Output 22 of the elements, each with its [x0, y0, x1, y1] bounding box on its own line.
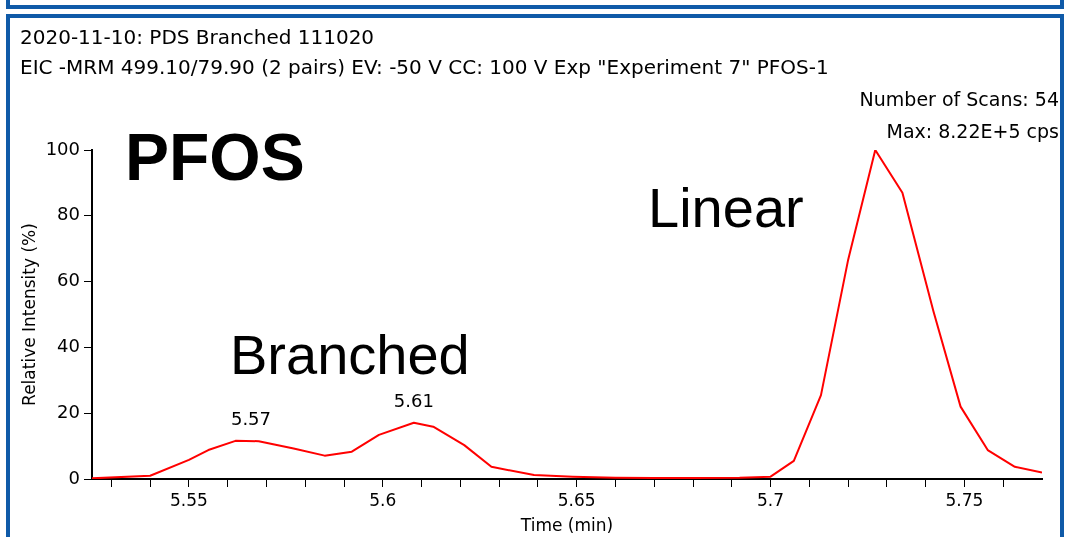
x-tick-label: 5.7 — [757, 489, 785, 510]
annotation: 5.61 — [393, 389, 434, 411]
y-tick-label: 80 — [57, 203, 80, 225]
text: Number of Scans: 54 — [859, 88, 1059, 110]
chart-title: 2020-11-10: PDS Branched 111020 — [20, 25, 375, 49]
annotation: Linear — [648, 176, 804, 239]
x-tick-label: 5.65 — [557, 489, 596, 510]
y-axis-title: Relative Intensity (%) — [18, 223, 39, 406]
annotation: Branched — [230, 323, 470, 386]
annotation: 5.57 — [230, 407, 272, 429]
y-tick-label: 0 — [68, 466, 80, 488]
annotation: PFOS — [125, 120, 305, 194]
text: Max: 8.22E+5 cps — [886, 120, 1059, 142]
x-tick-label: 5.55 — [170, 489, 208, 510]
x-axis-title: Time (min) — [519, 515, 614, 536]
y-tick-label: 40 — [57, 335, 80, 357]
x-tick-label: 5.6 — [369, 489, 397, 510]
y-tick-label: 60 — [57, 269, 80, 291]
y-tick-label: 100 — [45, 137, 80, 159]
chart-subtitle: EIC -MRM 499.10/79.90 (2 pairs) EV: -50 V CC: 100 V Exp "Experiment 7" PFOS-1 — [20, 55, 829, 79]
x-tick-label: 5.75 — [945, 489, 984, 510]
y-tick-label: 20 — [57, 400, 80, 422]
